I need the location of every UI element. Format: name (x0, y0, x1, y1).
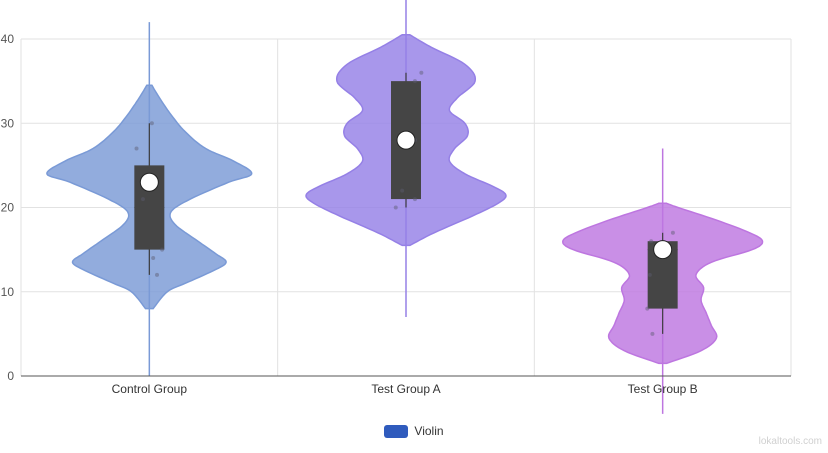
data-point (393, 205, 398, 210)
data-point (151, 256, 156, 261)
data-point (647, 272, 652, 277)
mean-marker (139, 172, 159, 192)
y-tick-label: 30 (1, 116, 15, 130)
data-point (140, 197, 145, 202)
data-point (645, 306, 650, 311)
x-tick-label: Control Group (112, 382, 188, 396)
data-point (670, 230, 675, 235)
data-point (649, 239, 654, 244)
legend-label[interactable]: Violin (414, 424, 444, 438)
x-tick-label: Test Group B (628, 382, 698, 396)
legend[interactable]: Violin (0, 424, 828, 438)
data-point (149, 121, 154, 126)
axes: 0 10 20 30 40 Control Group Test Group A Test G… (1, 32, 791, 396)
y-tick-label: 40 (1, 32, 15, 46)
data-point (419, 70, 424, 75)
data-point (160, 247, 165, 252)
legend-swatch[interactable] (384, 424, 409, 438)
y-tick-label: 20 (1, 201, 15, 215)
mean-marker (653, 240, 673, 260)
violins (46, 0, 764, 414)
mean-marker (396, 130, 416, 150)
data-point (412, 197, 417, 202)
data-point (650, 331, 655, 336)
y-tick-label: 10 (1, 285, 15, 299)
data-point (155, 272, 160, 277)
data-point (134, 146, 139, 151)
x-tick-label: Test Group A (371, 382, 440, 396)
y-tick-label: 0 (7, 369, 14, 383)
data-point (412, 79, 417, 84)
watermark: lokaltools.com (758, 436, 822, 447)
data-point (400, 188, 405, 193)
